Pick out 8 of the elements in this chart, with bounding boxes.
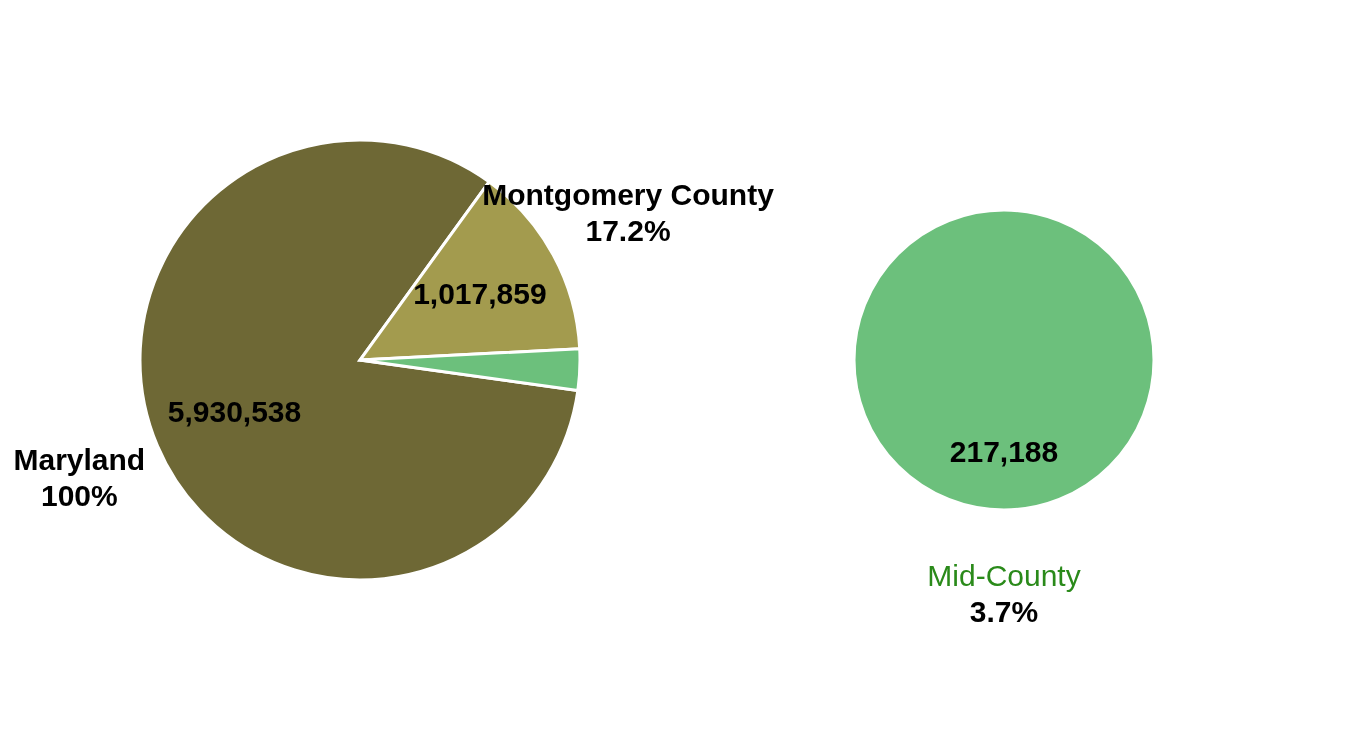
text: 17.2% [585, 214, 671, 248]
text: 100% [40, 479, 118, 513]
slice-label: Maryland [13, 443, 146, 477]
data-label: 217,188 [949, 435, 1059, 468]
text: 3.7% [969, 595, 1039, 628]
data-label: 5,930,538 [167, 395, 302, 429]
data-label: 1,017,859 [413, 276, 547, 310]
slice-label: Mid-County [927, 559, 1081, 592]
